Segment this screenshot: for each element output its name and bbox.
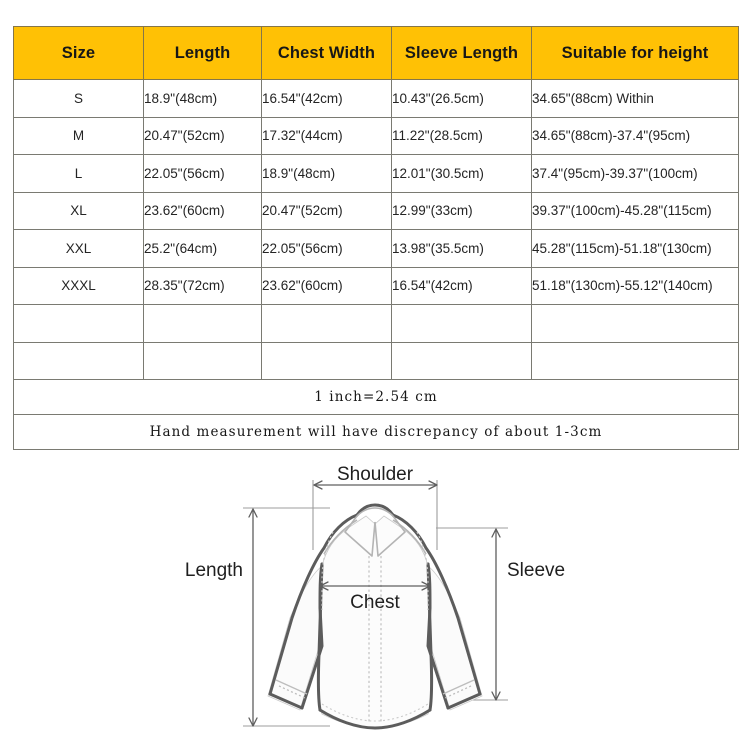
table-note-row: Hand measurement will have discrepancy o… xyxy=(13,414,739,450)
cell-chest-width: 23.62"(60cm) xyxy=(261,266,392,305)
blank-cell xyxy=(531,304,739,343)
shirt-diagram-svg: Shoulder Length Sleeve xyxy=(185,464,565,730)
table-blank-row xyxy=(13,341,739,380)
cell-suitable-height: 34.65"(88cm)-37.4"(95cm) xyxy=(531,116,739,155)
cell-length: 22.05"(56cm) xyxy=(143,154,262,193)
cell-chest-width: 17.32"(44cm) xyxy=(261,116,392,155)
cell-size: L xyxy=(13,154,144,193)
cell-chest-width: 18.9"(48cm) xyxy=(261,154,392,193)
blank-cell xyxy=(13,304,144,343)
cell-suitable-height: 34.65"(88cm) Within xyxy=(531,79,739,118)
shoulder-dimension-arrow xyxy=(313,480,438,490)
blank-cell xyxy=(143,341,262,380)
table-row: L 22.05"(56cm) 18.9"(48cm) 12.01"(30.5cm… xyxy=(13,154,739,193)
cell-size: XL xyxy=(13,191,144,230)
blank-cell xyxy=(261,341,392,380)
table-header-row: Size Length Chest Width Sleeve Length Su… xyxy=(13,26,739,80)
cell-sleeve-length: 12.01"(30.5cm) xyxy=(391,154,532,193)
cell-size: XXXL xyxy=(13,266,144,305)
blank-cell xyxy=(13,341,144,380)
table-row: XL 23.62"(60cm) 20.47"(52cm) 12.99"(33cm… xyxy=(13,191,739,230)
shirt-body-fill xyxy=(316,515,434,729)
cell-length: 23.62"(60cm) xyxy=(143,191,262,230)
shirt-placket-stitching xyxy=(368,556,382,722)
note-unit-conversion: 1 inch=2.54 cm xyxy=(13,379,739,415)
shirt-cuffs xyxy=(275,679,475,699)
length-dimension-arrow xyxy=(248,508,258,727)
cell-size: S xyxy=(13,79,144,118)
cell-length: 28.35"(72cm) xyxy=(143,266,262,305)
column-header-size: Size xyxy=(13,26,144,80)
cell-sleeve-length: 10.43"(26.5cm) xyxy=(391,79,532,118)
cell-size: M xyxy=(13,116,144,155)
table-blank-row xyxy=(13,304,739,343)
length-label: Length xyxy=(185,560,243,581)
blank-cell xyxy=(391,341,532,380)
blank-cell xyxy=(391,304,532,343)
cell-chest-width: 22.05"(56cm) xyxy=(261,229,392,268)
cell-sleeve-length: 11.22"(28.5cm) xyxy=(391,116,532,155)
cell-suitable-height: 51.18"(130cm)-55.12"(140cm) xyxy=(531,266,739,305)
cell-chest-width: 20.47"(52cm) xyxy=(261,191,392,230)
blank-cell xyxy=(261,304,392,343)
shirt-hem-stitching xyxy=(321,703,429,722)
blank-cell xyxy=(531,341,739,380)
cell-sleeve-length: 12.99"(33cm) xyxy=(391,191,532,230)
cell-suitable-height: 37.4"(95cm)-39.37"(100cm) xyxy=(531,154,739,193)
sleeve-label: Sleeve xyxy=(507,560,565,581)
cell-size: XXL xyxy=(13,229,144,268)
shirt-outline xyxy=(268,503,482,730)
table-row: S 18.9"(48cm) 16.54"(42cm) 10.43"(26.5cm… xyxy=(13,79,739,118)
chest-label: Chest xyxy=(350,592,400,613)
cell-sleeve-length: 16.54"(42cm) xyxy=(391,266,532,305)
cell-length: 20.47"(52cm) xyxy=(143,116,262,155)
table-row: XXXL 28.35"(72cm) 23.62"(60cm) 16.54"(42… xyxy=(13,266,739,305)
note-measurement-discrepancy: Hand measurement will have discrepancy o… xyxy=(13,414,739,450)
table-note-row: 1 inch=2.54 cm xyxy=(13,379,739,415)
shirt-armhole-stitching xyxy=(321,531,429,610)
column-header-chest-width: Chest Width xyxy=(261,26,392,80)
blank-cell xyxy=(143,304,262,343)
cell-sleeve-length: 13.98"(35.5cm) xyxy=(391,229,532,268)
shirt-measurement-diagram: Shoulder Length Sleeve xyxy=(0,458,750,750)
sleeve-dimension-arrow xyxy=(491,528,501,701)
column-header-sleeve-length: Sleeve Length xyxy=(391,26,532,80)
size-table: Size Length Chest Width Sleeve Length Su… xyxy=(13,26,739,450)
column-header-suitable-height: Suitable for height xyxy=(531,26,739,80)
cell-suitable-height: 45.28"(115cm)-51.18"(130cm) xyxy=(531,229,739,268)
cell-length: 18.9"(48cm) xyxy=(143,79,262,118)
table-row: M 20.47"(52cm) 17.32"(44cm) 11.22"(28.5c… xyxy=(13,116,739,155)
cell-length: 25.2"(64cm) xyxy=(143,229,262,268)
column-header-length: Length xyxy=(143,26,262,80)
shoulder-label: Shoulder xyxy=(337,464,414,485)
size-table-container: Size Length Chest Width Sleeve Length Su… xyxy=(13,26,739,450)
table-row: XXL 25.2"(64cm) 22.05"(56cm) 13.98"(35.5… xyxy=(13,229,739,268)
chest-dimension-arrow xyxy=(319,581,431,591)
cell-suitable-height: 39.37"(100cm)-45.28"(115cm) xyxy=(531,191,739,230)
cell-chest-width: 16.54"(42cm) xyxy=(261,79,392,118)
